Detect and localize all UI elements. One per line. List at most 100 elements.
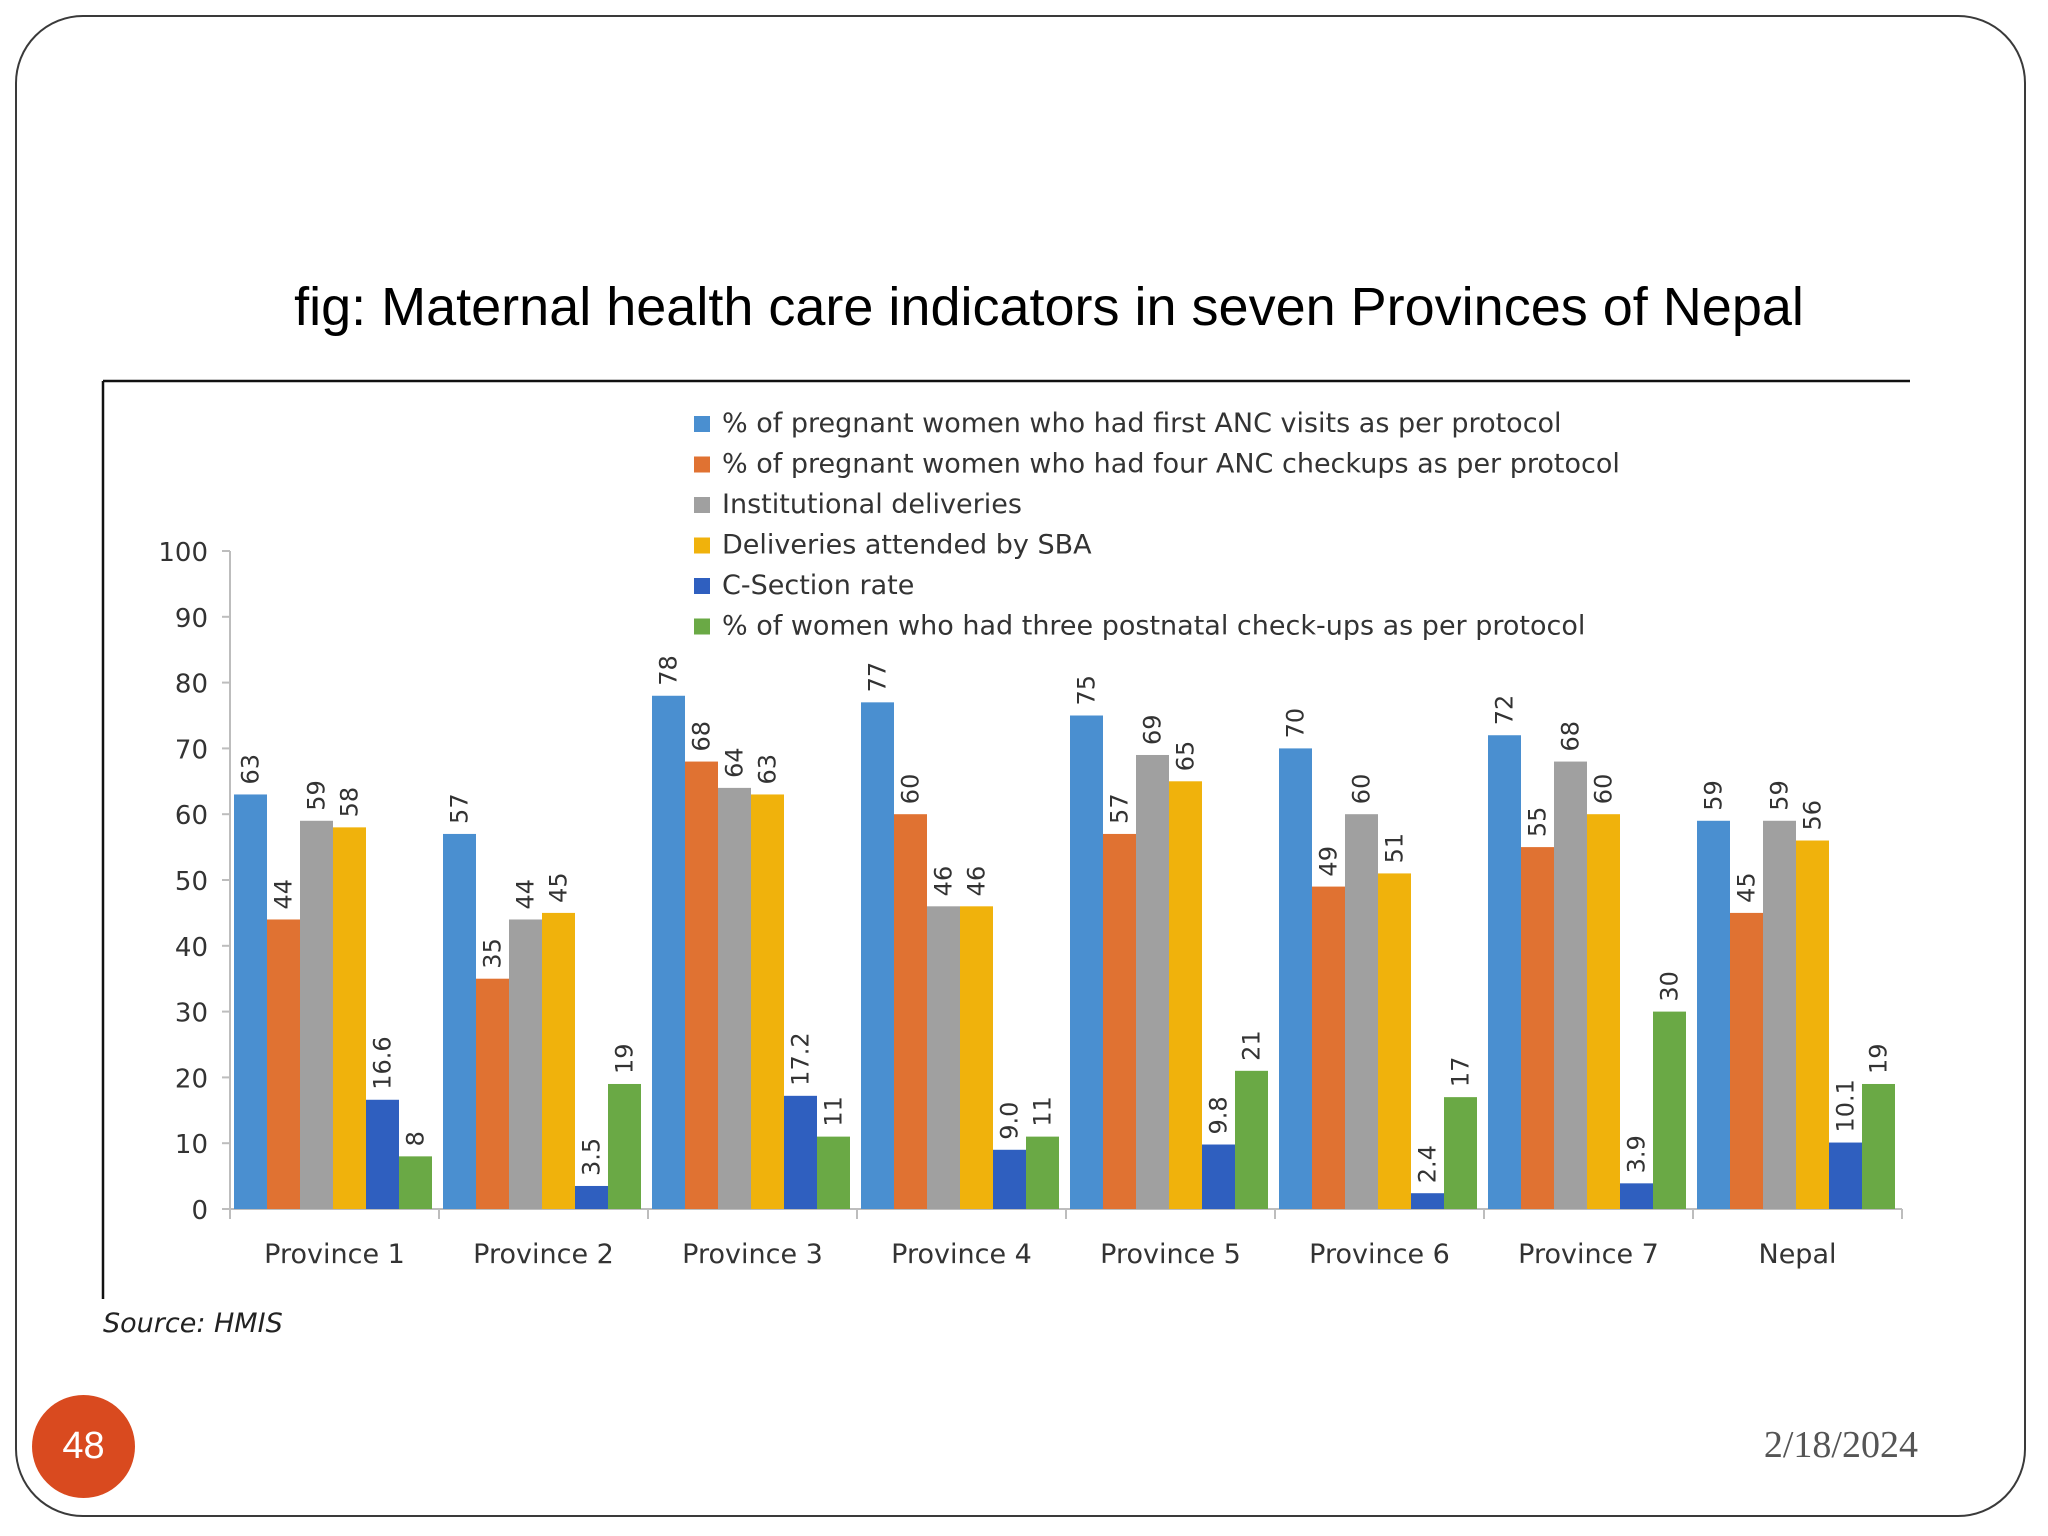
bar	[1521, 847, 1554, 1209]
bar-data-label: 9.0	[996, 1102, 1024, 1140]
bar-data-label: 59	[303, 780, 331, 811]
bar-data-label: 51	[1381, 833, 1409, 864]
y-tick-label: 70	[175, 735, 208, 765]
bar-data-label: 72	[1491, 695, 1519, 726]
bar-data-label: 46	[963, 866, 991, 897]
bar	[960, 906, 993, 1209]
bar	[1554, 761, 1587, 1209]
bar	[927, 906, 960, 1209]
legend-entry-label: Institutional deliveries	[722, 489, 1022, 520]
bar	[300, 820, 333, 1209]
bar-data-label: 17	[1447, 1057, 1475, 1088]
bar-data-label: 17.2	[787, 1032, 815, 1085]
bar-data-label: 10.1	[1832, 1079, 1860, 1132]
legend-entry-label: % of women who had three postnatal check…	[722, 611, 1585, 642]
bar-data-label: 3.9	[1623, 1135, 1651, 1173]
slide-date: 2/18/2024	[1763, 1424, 1918, 1466]
x-category-label: Province 3	[682, 1239, 823, 1270]
bar	[1697, 820, 1730, 1209]
bar-data-label: 21	[1238, 1030, 1266, 1061]
bar-data-label: 55	[1524, 807, 1552, 838]
bar-data-label: 19	[611, 1043, 639, 1074]
legend-swatch	[694, 416, 710, 432]
page-number-badge: 48	[32, 1395, 135, 1498]
x-category-label: Province 7	[1518, 1239, 1659, 1270]
bar-data-label: 78	[655, 655, 683, 686]
bar-data-label: 63	[237, 754, 265, 785]
bar	[1763, 820, 1796, 1209]
bar	[685, 761, 718, 1209]
legend-entry-label: C-Section rate	[722, 570, 914, 601]
bar-data-label: 44	[270, 879, 298, 910]
bar-data-label: 11	[1029, 1096, 1057, 1127]
bar	[608, 1083, 641, 1209]
bar	[1345, 814, 1378, 1209]
x-category-label: Province 1	[264, 1239, 405, 1270]
bar	[993, 1149, 1026, 1209]
legend-swatch	[694, 537, 710, 554]
y-tick-label: 40	[175, 933, 208, 963]
bar	[1026, 1136, 1059, 1209]
x-category-label: Province 4	[891, 1239, 1032, 1270]
bar-data-label: 65	[1172, 741, 1200, 772]
bar-data-label: 19	[1865, 1043, 1893, 1074]
x-category-label: Nepal	[1759, 1239, 1837, 1270]
bar-data-label: 8	[402, 1131, 430, 1146]
y-tick-label: 100	[158, 538, 208, 568]
bar-data-label: 77	[864, 662, 892, 693]
bar	[1620, 1183, 1653, 1209]
y-tick-label: 90	[175, 604, 208, 634]
legend-entry-label: % of pregnant women who had first ANC vi…	[722, 408, 1562, 439]
bar	[1070, 715, 1103, 1209]
y-tick-label: 30	[175, 999, 208, 1029]
bar-data-label: 35	[479, 938, 507, 969]
bar	[1796, 840, 1829, 1209]
bar	[751, 794, 784, 1209]
bar-data-label: 30	[1656, 971, 1684, 1002]
bar-data-label: 16.6	[369, 1036, 397, 1089]
bar	[1653, 1011, 1686, 1209]
chart: 0 10 20 30 40 50 60 70 80 90 100 63 44 59 58 16.6 8 Provi…	[100, 375, 1910, 1315]
bar-data-label: 75	[1073, 675, 1101, 706]
bar	[1587, 814, 1620, 1209]
bar	[399, 1156, 432, 1209]
bar	[1411, 1193, 1444, 1209]
bar	[1169, 781, 1202, 1209]
legend-swatch	[694, 578, 710, 594]
bar-data-label: 3.5	[578, 1138, 606, 1176]
bar	[333, 827, 366, 1209]
bar-data-label: 60	[897, 774, 925, 805]
bar	[1829, 1142, 1862, 1209]
bar-data-label: 64	[721, 747, 749, 778]
bar	[443, 833, 476, 1209]
bar-data-label: 60	[1348, 774, 1376, 805]
bar-data-label: 58	[336, 787, 364, 818]
bar-data-label: 49	[1315, 846, 1343, 877]
slide-frame	[15, 15, 2026, 1517]
bar-data-label: 44	[512, 879, 540, 910]
bar-data-label: 69	[1139, 714, 1167, 745]
bar-data-label: 68	[1557, 721, 1585, 752]
y-tick-label: 60	[175, 801, 208, 831]
bar-data-label: 57	[1106, 793, 1134, 824]
bar	[861, 702, 894, 1209]
bar	[1312, 886, 1345, 1209]
bar	[575, 1185, 608, 1209]
bar	[1862, 1083, 1895, 1209]
legend-swatch	[694, 456, 710, 473]
bar	[1279, 748, 1312, 1209]
bar-data-label: 57	[446, 793, 474, 824]
bar-data-label: 11	[820, 1096, 848, 1127]
bar	[894, 814, 927, 1209]
bar-data-label: 63	[754, 754, 782, 785]
bar-data-label: 68	[688, 721, 716, 752]
bar	[1378, 873, 1411, 1209]
x-category-label: Province 2	[473, 1239, 614, 1270]
bar	[542, 912, 575, 1209]
legend-entry-label: % of pregnant women who had four ANC che…	[722, 449, 1620, 480]
y-tick-label: 80	[175, 670, 208, 700]
bar	[1202, 1144, 1235, 1209]
bar	[366, 1099, 399, 1209]
bar-data-label: 70	[1282, 708, 1310, 739]
